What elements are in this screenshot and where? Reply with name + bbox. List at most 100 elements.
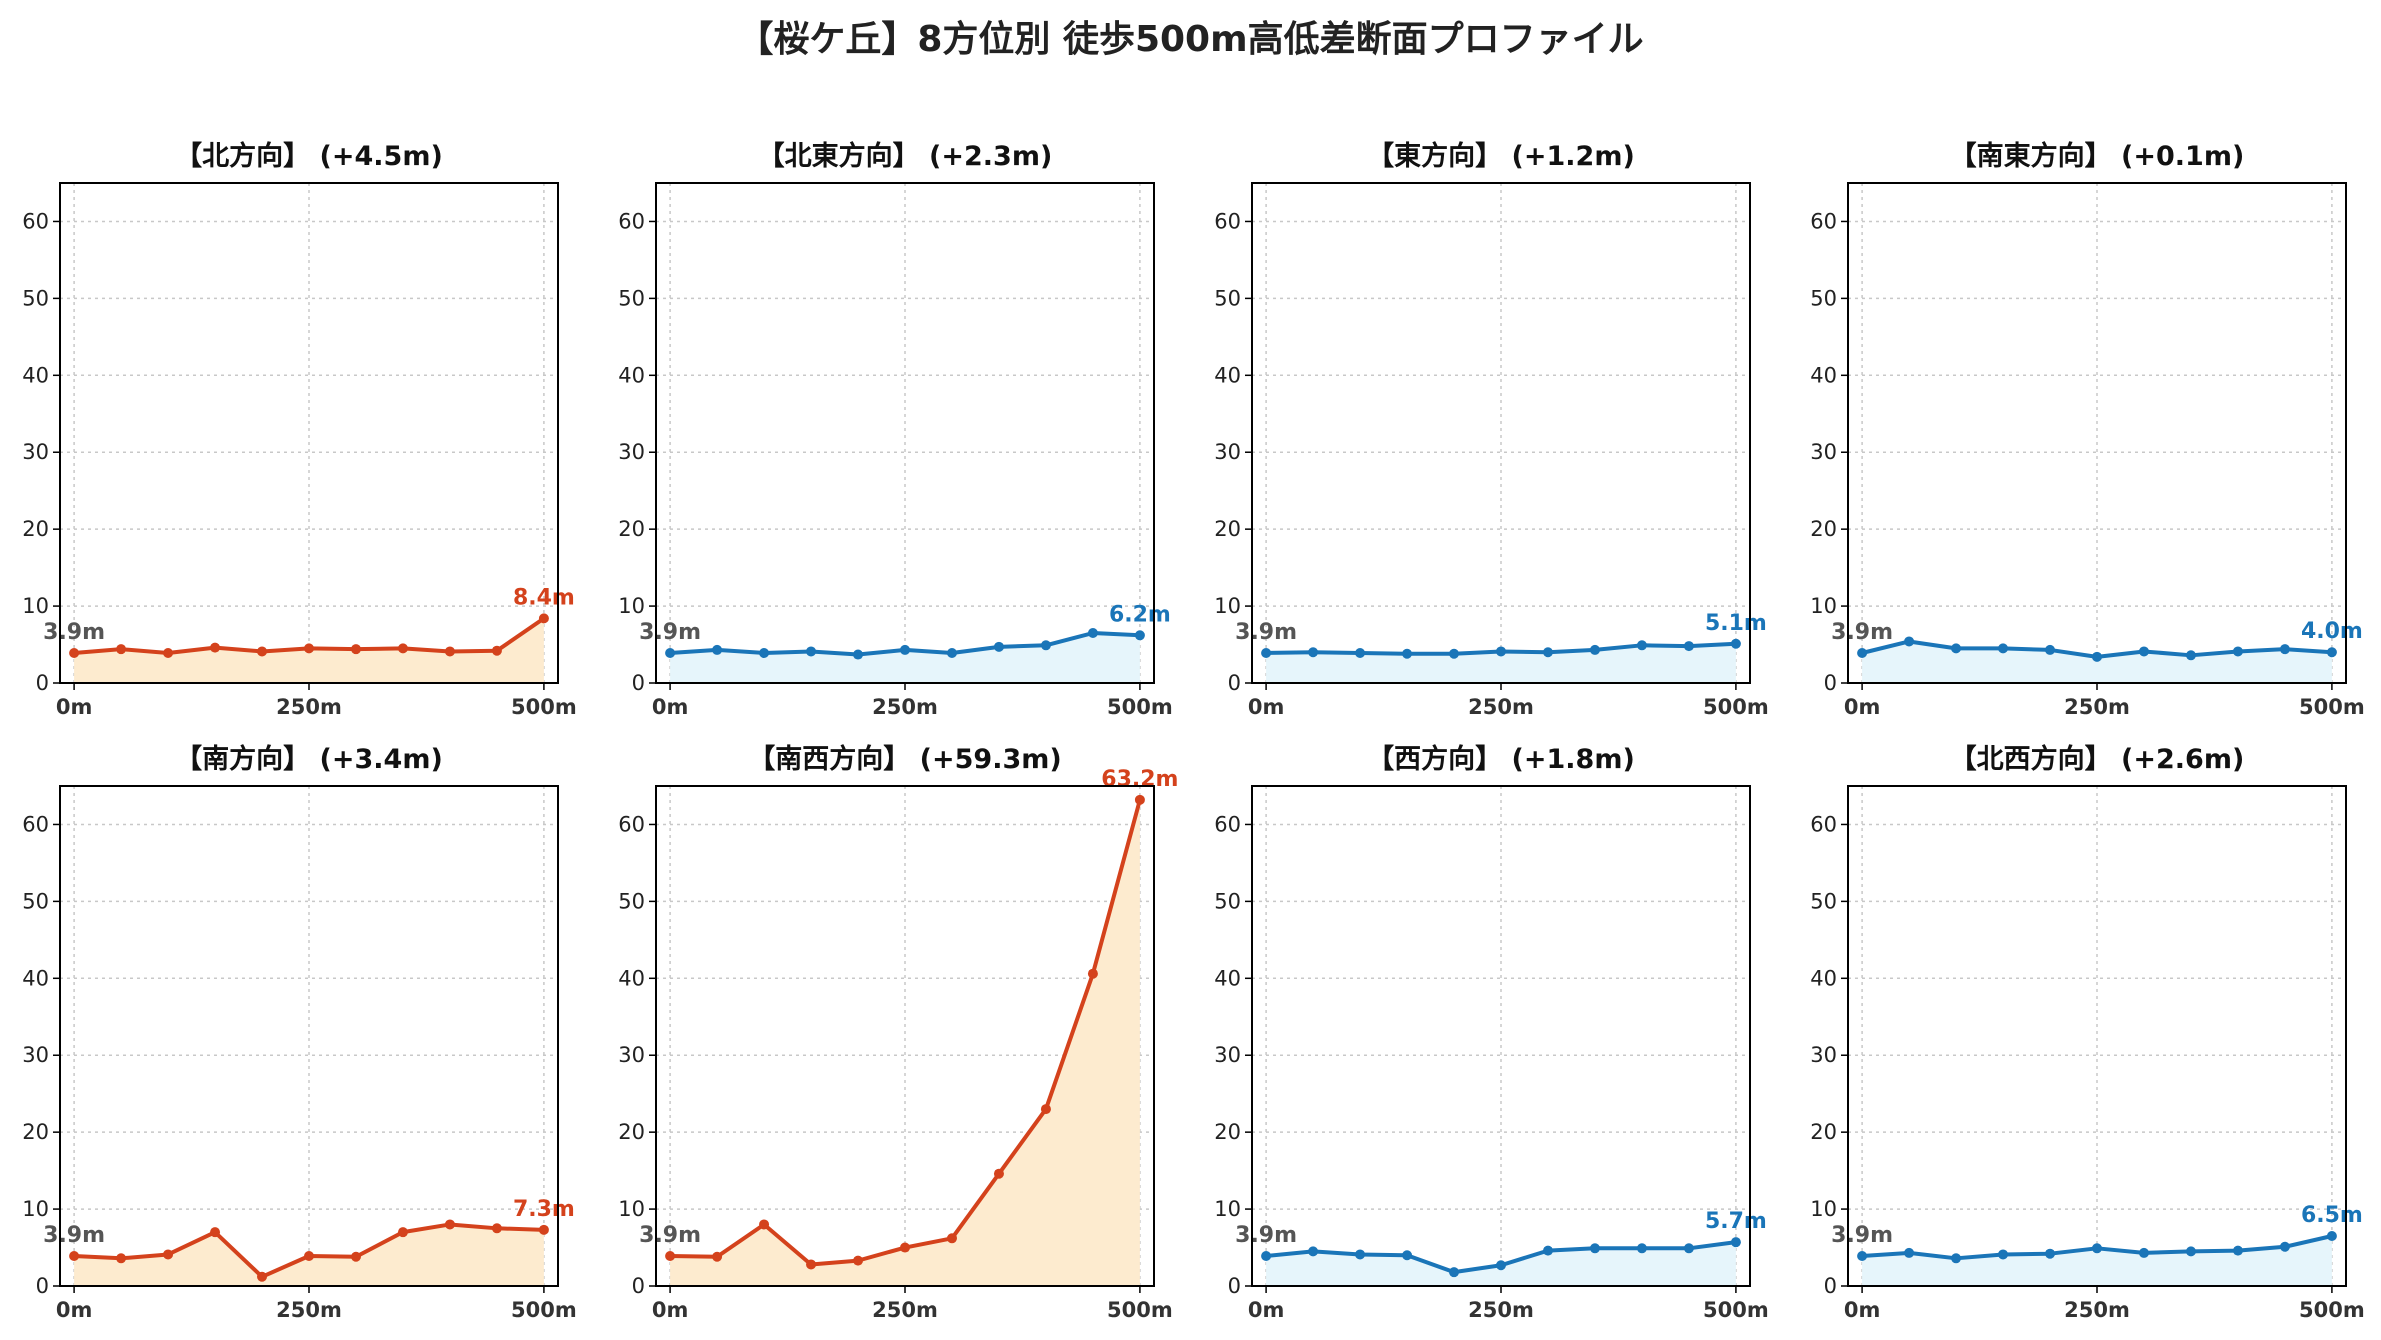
data-point bbox=[1683, 1243, 1694, 1254]
end-value-label: 5.7m bbox=[1705, 1209, 1767, 1234]
x-tick-label: 500m bbox=[1107, 695, 1173, 719]
y-tick-label: 0 bbox=[632, 671, 645, 695]
data-point bbox=[665, 1251, 676, 1261]
y-tick-label: 40 bbox=[1214, 363, 1241, 387]
data-point bbox=[163, 1249, 174, 1260]
start-value-label: 3.9m bbox=[43, 1223, 105, 1248]
data-point bbox=[2045, 644, 2056, 655]
start-value-label: 3.9m bbox=[639, 1223, 701, 1248]
data-point bbox=[900, 644, 910, 655]
data-point bbox=[1449, 648, 1460, 659]
data-point bbox=[853, 649, 864, 660]
data-point bbox=[1087, 628, 1098, 638]
y-tick-label: 50 bbox=[1214, 286, 1241, 310]
y-tick-label: 10 bbox=[1214, 594, 1241, 618]
panel-title: 【西方向】 (+1.8m) bbox=[1367, 743, 1635, 775]
data-point bbox=[2138, 1247, 2149, 1258]
chart-panel: 【北東方向】 (+2.3m) 3.9m 6.2m 0 10 20 30 40 50 60 0m 250… bbox=[618, 140, 1172, 719]
data-point bbox=[444, 1219, 455, 1230]
y-tick-label: 40 bbox=[618, 363, 645, 387]
x-tick-label: 500m bbox=[1703, 1298, 1769, 1322]
x-tick-label: 500m bbox=[1107, 1298, 1173, 1322]
axes-frame bbox=[655, 182, 1155, 684]
x-tick-label: 500m bbox=[2299, 1298, 2365, 1322]
axes-frame bbox=[59, 182, 559, 684]
data-point bbox=[759, 1219, 770, 1230]
y-tick-label: 0 bbox=[1228, 671, 1241, 695]
area-fill bbox=[1266, 1242, 1736, 1286]
area-fill bbox=[1862, 1236, 2332, 1286]
x-tick-label: 0m bbox=[1844, 1298, 1881, 1322]
data-point bbox=[1040, 640, 1051, 651]
y-tick-label: 10 bbox=[1214, 1197, 1241, 1221]
x-tick-label: 500m bbox=[1703, 695, 1769, 719]
data-point bbox=[946, 648, 957, 658]
y-tick-label: 30 bbox=[1214, 1043, 1241, 1067]
y-tick-label: 40 bbox=[618, 966, 645, 990]
data-point bbox=[1589, 1243, 1600, 1254]
data-point bbox=[2138, 646, 2149, 657]
data-point bbox=[1496, 1260, 1506, 1271]
panel-title: 【南西方向】 (+59.3m) bbox=[748, 743, 1061, 775]
chart-panel: 【南方向】 (+3.4m) 3.9m 7.3m 0 10 20 30 40 50 60 0m 250m… bbox=[22, 743, 576, 1322]
start-value-label: 3.9m bbox=[1235, 1223, 1297, 1248]
end-value-label: 6.2m bbox=[1109, 602, 1171, 627]
y-tick-label: 30 bbox=[618, 1043, 645, 1067]
y-tick-label: 10 bbox=[618, 594, 645, 618]
y-tick-label: 50 bbox=[1214, 889, 1241, 913]
data-point bbox=[491, 1223, 502, 1234]
data-point bbox=[350, 644, 361, 655]
area-fill bbox=[670, 799, 1140, 1286]
data-point bbox=[304, 643, 314, 654]
chart-panel: 【北方向】 (+4.5m) 3.9m 8.4m 0 10 20 30 40 50 60 0m 250m… bbox=[22, 140, 576, 719]
data-point bbox=[538, 613, 549, 624]
data-point bbox=[2092, 651, 2102, 662]
data-point bbox=[712, 644, 723, 655]
y-tick-label: 60 bbox=[1214, 812, 1241, 836]
data-point bbox=[210, 1227, 221, 1238]
x-tick-label: 250m bbox=[2064, 1298, 2130, 1322]
data-point bbox=[1683, 641, 1694, 652]
x-tick-label: 250m bbox=[872, 1298, 938, 1322]
y-tick-label: 50 bbox=[22, 286, 49, 310]
data-point bbox=[1087, 968, 1098, 979]
x-tick-label: 500m bbox=[511, 695, 577, 719]
y-tick-label: 40 bbox=[22, 363, 49, 387]
panel-title: 【北方向】 (+4.5m) bbox=[175, 140, 443, 172]
chart-panel: 【北西方向】 (+2.6m) 3.9m 6.5m 0 10 20 30 40 50 60 0m 250… bbox=[1810, 743, 2364, 1322]
y-tick-label: 30 bbox=[618, 440, 645, 464]
data-point bbox=[1730, 638, 1741, 649]
data-point bbox=[946, 1233, 957, 1244]
y-tick-label: 30 bbox=[22, 440, 49, 464]
end-value-label: 7.3m bbox=[513, 1197, 575, 1222]
y-tick-label: 60 bbox=[618, 812, 645, 836]
y-tick-label: 50 bbox=[1810, 286, 1837, 310]
y-tick-label: 30 bbox=[1214, 440, 1241, 464]
x-tick-label: 250m bbox=[872, 695, 938, 719]
y-tick-label: 10 bbox=[1810, 594, 1837, 618]
data-point bbox=[1857, 1251, 1868, 1261]
data-point bbox=[397, 1227, 408, 1238]
x-tick-label: 250m bbox=[1468, 695, 1534, 719]
data-point bbox=[2185, 1246, 2196, 1257]
y-tick-label: 20 bbox=[1810, 1120, 1837, 1144]
y-tick-label: 40 bbox=[1810, 966, 1837, 990]
data-point bbox=[491, 645, 502, 656]
data-point bbox=[2326, 1231, 2337, 1241]
y-tick-label: 10 bbox=[22, 1197, 49, 1221]
chart-panel: 【西方向】 (+1.8m) 3.9m 5.7m 0 10 20 30 40 50 60 0m 250m… bbox=[1214, 743, 1768, 1322]
y-tick-label: 60 bbox=[618, 209, 645, 233]
data-point bbox=[1636, 640, 1647, 651]
y-tick-label: 0 bbox=[1824, 1274, 1837, 1298]
data-point bbox=[1904, 1247, 1915, 1258]
data-point bbox=[1589, 644, 1600, 655]
y-tick-label: 10 bbox=[1810, 1197, 1837, 1221]
x-tick-label: 250m bbox=[276, 695, 342, 719]
data-point bbox=[993, 1168, 1004, 1179]
end-value-label: 5.1m bbox=[1705, 611, 1767, 636]
y-tick-label: 20 bbox=[1214, 1120, 1241, 1144]
area-fill bbox=[670, 633, 1140, 683]
data-point bbox=[69, 648, 80, 658]
y-tick-label: 20 bbox=[1810, 517, 1837, 541]
data-point bbox=[1496, 646, 1506, 657]
